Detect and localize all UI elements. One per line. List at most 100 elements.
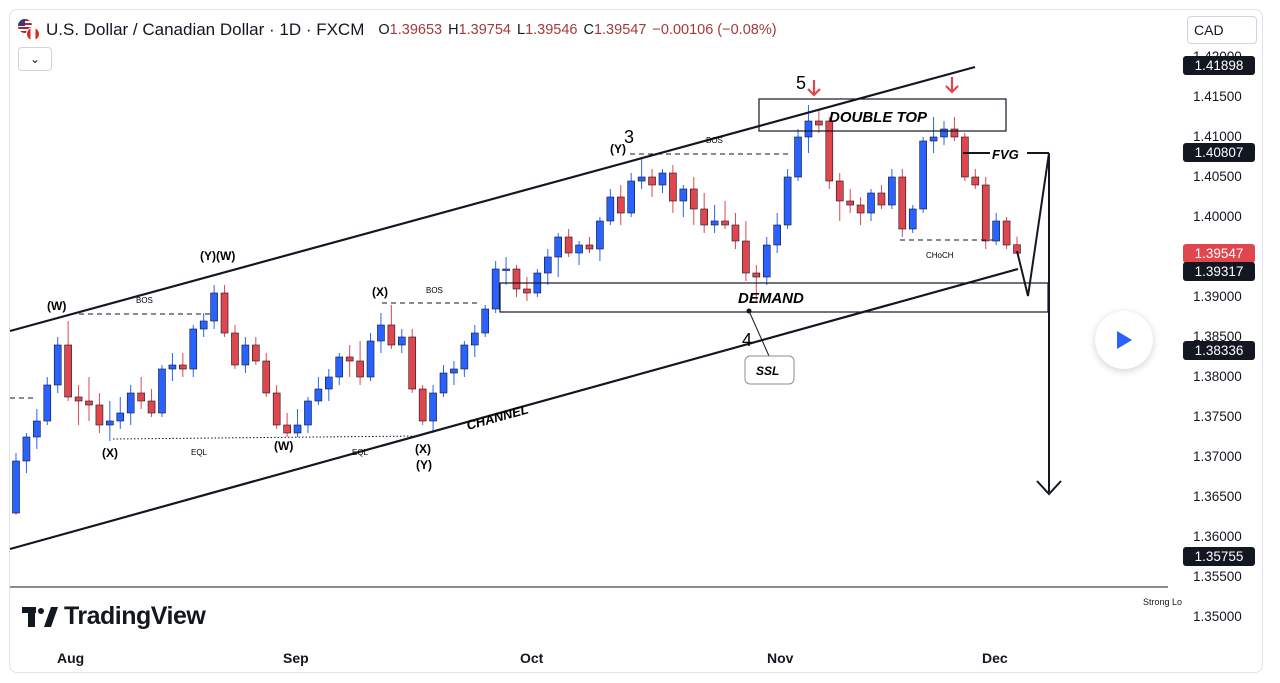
candle-body [158, 368, 166, 414]
candle-body [700, 208, 708, 226]
candle-body [898, 176, 907, 230]
candle-body [961, 136, 969, 178]
chart-frame [9, 9, 1263, 673]
candle-body [231, 332, 239, 366]
candle-body [950, 128, 959, 138]
candle-body [512, 268, 521, 290]
collapse-legend-button[interactable]: ⌄ [18, 47, 52, 71]
label-fvg: FVG [992, 147, 1019, 162]
candle-body [43, 384, 52, 422]
candle-body [64, 344, 72, 398]
price-tick: 1.38500 [1193, 329, 1242, 344]
candles-layer [12, 105, 1021, 515]
play-icon [1117, 331, 1132, 349]
candle-body [564, 236, 573, 254]
candle-body [168, 364, 177, 370]
down-arrow-icon [807, 77, 959, 97]
play-replay-button[interactable] [1095, 311, 1153, 369]
label-eql1: EQL [191, 448, 208, 457]
high-key: H [448, 22, 459, 38]
symbol-header: U.S. Dollar / Canadian Dollar · 1D · FXC… [18, 18, 777, 42]
candle-body [272, 392, 281, 426]
candle-body [773, 224, 781, 246]
candle-body [669, 172, 677, 202]
candle-body [679, 188, 688, 202]
channel-lower-line [9, 267, 1019, 551]
candle-body [981, 184, 990, 242]
price-tick: 1.37000 [1193, 449, 1242, 464]
eql-line [112, 435, 421, 440]
candle-body [710, 220, 719, 226]
high-value: 1.39754 [458, 22, 511, 38]
candle-body [575, 244, 583, 254]
candle-body [293, 424, 302, 434]
candle-body [835, 180, 844, 202]
label-bos1: BOS [136, 296, 153, 305]
label-channel: CHANNEL [465, 401, 530, 432]
channel-upper-line [9, 65, 976, 333]
price-badge: 1.38336 [1183, 340, 1255, 360]
price-badge: 1.41898 [1183, 55, 1255, 75]
tradingview-logo[interactable]: TradingView [22, 602, 206, 631]
label-double-top: DOUBLE TOP [829, 109, 928, 126]
candle-body [658, 172, 667, 186]
price-tick: 1.40500 [1193, 169, 1242, 184]
candle-body [846, 200, 854, 206]
candle-body [377, 324, 385, 342]
symbol-title[interactable]: U.S. Dollar / Canadian Dollar · 1D · FXC… [46, 20, 365, 39]
double-top-zone [758, 98, 1007, 132]
candle-body [74, 396, 83, 402]
candle-body [543, 256, 552, 274]
candle-body [596, 220, 604, 250]
candle-body [95, 404, 104, 426]
label-w2: (W) [274, 439, 293, 453]
label-demand: DEMAND [738, 290, 804, 307]
candle-body [940, 128, 948, 138]
candle-body [929, 136, 938, 142]
candle-body [116, 412, 125, 422]
candle-body [523, 288, 531, 294]
candle-body [554, 236, 563, 258]
price-tick: 1.36500 [1193, 489, 1242, 504]
candle-body [304, 400, 312, 426]
label-w1: (W) [47, 299, 66, 313]
candle-body [450, 368, 458, 374]
candle-body [325, 376, 333, 390]
candle-body [491, 268, 500, 310]
candle-body [199, 320, 208, 330]
candle-body [794, 136, 802, 178]
low-key: L [516, 22, 526, 38]
candle-body [439, 372, 448, 394]
price-badge: 1.39317 [1183, 262, 1255, 282]
candle-body [815, 120, 823, 126]
candle-body [721, 220, 729, 226]
candle-body [606, 196, 615, 222]
candle-body [616, 196, 625, 214]
ssl-pointer [748, 310, 770, 357]
projection-path [1016, 152, 1050, 492]
time-label-aug: Aug [57, 650, 85, 666]
currency-selector[interactable]: CAD [1187, 16, 1257, 44]
label-4: 4 [742, 330, 752, 350]
candle-body [106, 420, 114, 426]
candle-body [762, 244, 771, 278]
candle-body [888, 176, 896, 206]
candle-body [189, 328, 198, 370]
change-value: −0.00106 (−0.08%) [652, 22, 777, 38]
price-tick: 1.41000 [1193, 129, 1242, 144]
tradingview-logo-icon [22, 606, 58, 627]
price-tick: 1.36000 [1193, 529, 1242, 544]
time-label-oct: Oct [520, 650, 544, 666]
candle-body [387, 324, 396, 346]
candle-body [689, 188, 698, 210]
candle-body [992, 220, 1000, 242]
label-y3: (Y) [610, 142, 626, 156]
candle-body [366, 340, 375, 378]
label-bos3: BOS [706, 136, 723, 145]
projection-arrowhead [1036, 480, 1062, 496]
label-x3: (X) [372, 285, 388, 299]
price-tick: 1.37500 [1193, 409, 1242, 424]
close-value: 1.39547 [593, 22, 647, 38]
candle-body [1002, 220, 1011, 246]
